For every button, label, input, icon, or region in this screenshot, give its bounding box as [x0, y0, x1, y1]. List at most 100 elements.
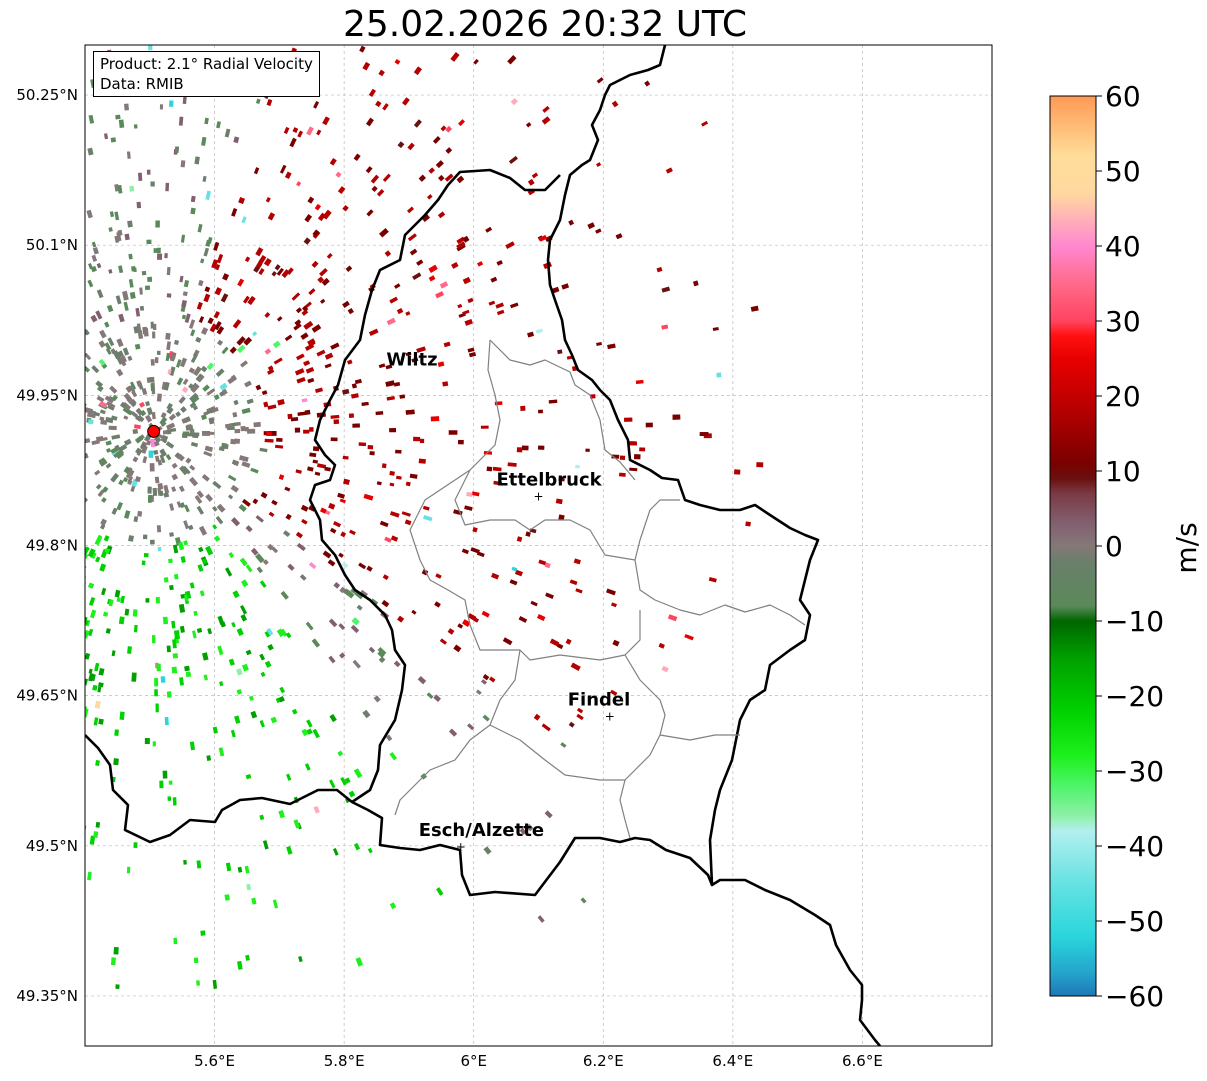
velocity-pixel	[190, 383, 200, 393]
velocity-pixel	[335, 171, 342, 178]
velocity-pixel	[656, 267, 663, 273]
velocity-pixel	[708, 577, 717, 583]
velocity-pixel	[304, 343, 315, 351]
velocity-pixel	[350, 588, 357, 594]
velocity-pixel	[381, 463, 387, 469]
velocity-pixel	[373, 695, 381, 703]
velocity-pixel	[172, 797, 177, 806]
velocity-pixel	[108, 227, 113, 232]
city-label: Ettelbruck	[497, 469, 603, 490]
velocity-pixel	[322, 209, 332, 220]
velocity-pixel	[276, 267, 284, 276]
velocity-pixel	[157, 253, 163, 260]
velocity-pixel	[587, 222, 596, 230]
velocity-pixel	[340, 531, 347, 538]
velocity-pixel	[122, 476, 129, 483]
velocity-pixel	[274, 264, 281, 271]
velocity-pixel	[556, 643, 564, 650]
city-marker: +	[533, 489, 543, 503]
velocity-pixel	[115, 295, 122, 305]
velocity-pixel	[606, 588, 616, 596]
velocity-pixel	[428, 167, 435, 174]
velocity-pixel	[131, 672, 137, 682]
velocity-pixel	[202, 175, 207, 182]
velocity-pixel	[227, 494, 234, 500]
velocity-pixel	[549, 638, 560, 647]
velocity-pixel	[536, 614, 546, 622]
velocity-pixel	[544, 562, 551, 569]
velocity-pixel	[213, 535, 221, 542]
velocity-pixel	[326, 252, 333, 259]
velocity-pixel	[237, 866, 243, 873]
velocity-pixel	[495, 302, 504, 309]
velocity-pixel	[489, 676, 496, 683]
velocity-pixel	[182, 291, 188, 297]
velocity-pixel	[105, 440, 112, 446]
velocity-pixel	[123, 415, 129, 420]
velocity-pixel	[453, 644, 462, 653]
velocity-pixel	[156, 350, 161, 355]
velocity-pixel	[397, 141, 405, 149]
velocity-pixel	[133, 424, 141, 430]
velocity-pixel	[98, 668, 105, 676]
velocity-pixel	[611, 100, 619, 108]
velocity-pixel	[114, 235, 120, 243]
velocity-pixel	[369, 451, 375, 456]
velocity-pixel	[174, 146, 179, 153]
velocity-pixel	[293, 819, 301, 829]
velocity-pixel	[419, 438, 425, 444]
velocity-pixel	[287, 563, 295, 571]
velocity-pixel	[395, 449, 402, 454]
velocity-pixel	[477, 261, 484, 267]
velocity-pixel	[234, 438, 241, 444]
plot-frame	[84, 44, 993, 1047]
velocity-pixel	[95, 759, 100, 767]
velocity-pixel	[100, 518, 107, 526]
velocity-pixel	[363, 493, 374, 501]
velocity-pixel	[385, 380, 395, 387]
velocity-pixel	[296, 353, 305, 361]
velocity-pixel	[172, 544, 179, 554]
velocity-pixel	[385, 734, 393, 742]
velocity-pixel	[405, 311, 411, 316]
velocity-pixel	[353, 768, 363, 779]
velocity-pixel	[228, 658, 235, 666]
velocity-pixel	[435, 573, 442, 579]
velocity-pixel	[142, 534, 148, 540]
velocity-pixel	[365, 166, 373, 174]
velocity-pixel	[496, 260, 503, 266]
velocity-pixel	[162, 616, 169, 625]
colorbar-unit-label: m/s	[1170, 522, 1203, 573]
velocity-pixel	[146, 169, 151, 175]
velocity-pixel	[311, 324, 322, 333]
velocity-pixel	[239, 557, 248, 567]
velocity-pixel	[87, 147, 94, 156]
velocity-pixel	[480, 425, 489, 429]
velocity-pixel	[267, 644, 274, 651]
velocity-pixel	[110, 446, 120, 454]
velocity-pixel	[329, 158, 337, 166]
velocity-pixel	[475, 689, 482, 696]
velocity-pixel	[473, 617, 479, 623]
velocity-pixel	[389, 511, 400, 518]
velocity-pixel	[320, 298, 326, 304]
velocity-pixel	[321, 277, 330, 286]
velocity-pixel	[394, 58, 401, 65]
velocity-pixel	[104, 395, 115, 404]
velocity-pixel	[128, 278, 134, 288]
velocity-pixel	[712, 326, 719, 332]
velocity-pixel	[558, 477, 565, 482]
velocity-pixel	[435, 291, 444, 299]
velocity-pixel	[445, 147, 453, 154]
velocity-pixel	[527, 178, 535, 186]
velocity-pixel	[240, 614, 248, 622]
velocity-pixel	[557, 349, 563, 355]
velocity-pixel	[212, 480, 222, 490]
velocity-pixel	[667, 614, 678, 622]
velocity-pixel	[130, 411, 138, 418]
velocity-pixel	[280, 590, 289, 600]
velocity-pixel	[109, 385, 118, 394]
velocity-pixel	[87, 871, 92, 881]
velocity-pixel	[134, 343, 141, 350]
velocity-pixel	[132, 428, 138, 435]
